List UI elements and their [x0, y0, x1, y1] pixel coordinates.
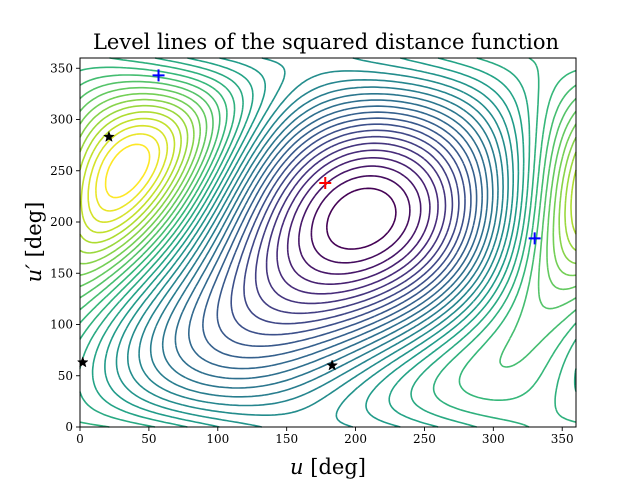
y-tick-label: 0 — [65, 420, 73, 434]
y-tick-label: 300 — [50, 113, 73, 127]
y-axis: 0 50 100 150 200 250 300 350 — [50, 61, 80, 434]
contour-level — [127, 70, 509, 416]
contour-level — [298, 165, 422, 275]
contour-level — [79, 104, 577, 254]
contour-level — [138, 79, 504, 407]
saddle-marker — [326, 359, 339, 371]
y-tick-label: 50 — [58, 369, 73, 383]
contour-level — [79, 92, 577, 277]
x-axis: 0 50 100 150 200 250 300 350 — [76, 427, 574, 446]
x-tick-label: 350 — [551, 432, 574, 446]
contour-level — [95, 133, 161, 212]
contour-level — [161, 93, 494, 389]
x-tick-label: 200 — [344, 432, 367, 446]
contour-level — [79, 111, 577, 244]
contour-level — [276, 149, 439, 295]
y-tick-label: 150 — [50, 266, 73, 280]
x-tick-label: 150 — [275, 432, 298, 446]
contour-level — [87, 124, 169, 223]
chart-title: Level lines of the squared distance func… — [93, 30, 559, 54]
contour-level — [79, 66, 577, 401]
contour-level — [79, 74, 577, 368]
contour-level — [230, 123, 466, 336]
y-tick-label: 100 — [50, 318, 73, 332]
maximum-marker — [528, 232, 541, 245]
contour-level — [79, 80, 577, 310]
saddle-marker — [76, 356, 89, 368]
x-tick-label: 50 — [141, 432, 156, 446]
contour-level — [79, 57, 577, 428]
contour-level — [115, 57, 514, 428]
plot-frame — [79, 57, 577, 428]
contour-level — [79, 98, 577, 265]
contour-level — [188, 105, 483, 370]
y-tick-label: 350 — [50, 61, 73, 75]
contour-level — [286, 157, 431, 285]
x-axis-label: u [deg] — [290, 455, 366, 479]
saddle-marker — [103, 130, 115, 142]
x-tick-label: 300 — [482, 432, 505, 446]
maximum-marker — [152, 69, 165, 82]
contour-level — [79, 86, 577, 291]
contour-level — [202, 111, 478, 359]
contour-level — [310, 175, 411, 264]
x-tick-label: 0 — [76, 432, 84, 446]
contour-level — [91, 57, 525, 428]
y-tick-label: 200 — [50, 215, 73, 229]
y-tick-label: 250 — [50, 164, 73, 178]
contour-level — [254, 135, 454, 315]
y-axis-label: u′ [deg] — [22, 202, 46, 283]
contour-lines — [79, 57, 577, 428]
minimum-marker — [319, 177, 332, 190]
contour-level — [174, 99, 489, 380]
contour-level — [104, 57, 520, 428]
contour-level — [80, 117, 176, 234]
contour-level — [265, 142, 447, 305]
markers — [76, 69, 541, 371]
contour-level — [216, 117, 472, 347]
x-tick-label: 100 — [206, 432, 229, 446]
contour-level — [104, 143, 151, 199]
contour-level — [326, 187, 397, 250]
contour-level — [243, 129, 460, 325]
contour-level — [149, 86, 499, 398]
x-tick-label: 250 — [413, 432, 436, 446]
